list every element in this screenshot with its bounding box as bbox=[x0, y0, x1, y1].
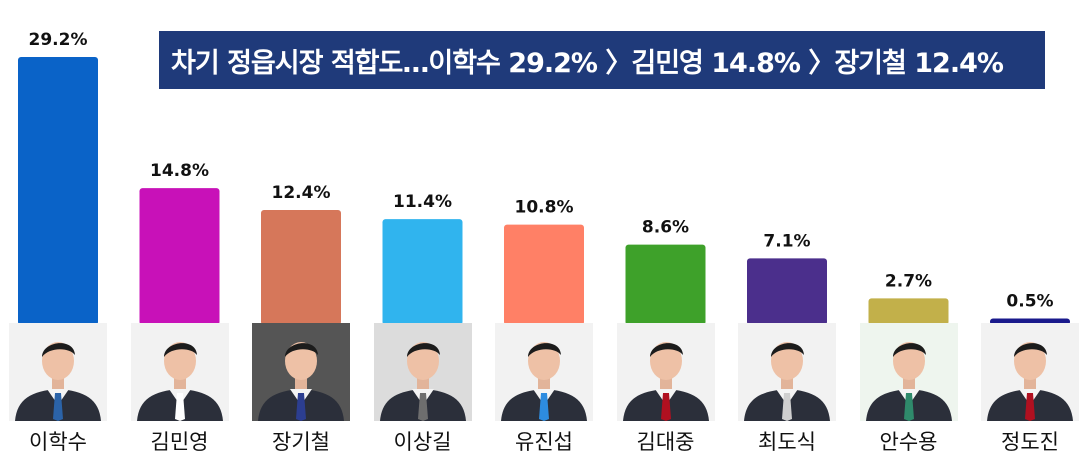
candidate-name-label: 최도식 bbox=[758, 430, 816, 454]
candidate-name-label: 김민영 bbox=[150, 430, 209, 454]
candidate-photo bbox=[9, 323, 107, 421]
person-portrait-icon bbox=[865, 342, 952, 421]
bar-value-label: 29.2% bbox=[29, 30, 88, 50]
candidate-name-label: 안수용 bbox=[879, 430, 938, 454]
bar-value-label: 14.8% bbox=[150, 161, 209, 181]
person-portrait-icon bbox=[744, 342, 830, 421]
bar-value-label: 10.8% bbox=[515, 198, 574, 218]
candidate-photo bbox=[252, 323, 350, 421]
candidate-name-label: 김대중 bbox=[636, 430, 695, 454]
bar-3 bbox=[261, 210, 341, 325]
bar-7 bbox=[747, 258, 827, 325]
headline-title: 차기 정읍시장 적합도…이학수 29.2% 〉김민영 14.8% 〉장기철 12… bbox=[171, 47, 1004, 79]
headline-banner: 차기 정읍시장 적합도…이학수 29.2% 〉김민영 14.8% 〉장기철 12… bbox=[159, 31, 1045, 89]
candidate-name-label: 이상길 bbox=[393, 430, 452, 454]
person-portrait-icon bbox=[501, 342, 587, 421]
candidate-name-label: 이학수 bbox=[29, 430, 87, 454]
bar-value-label: 11.4% bbox=[393, 192, 452, 212]
bar-value-label: 2.7% bbox=[885, 271, 932, 291]
candidate-name-label: 유진섭 bbox=[515, 430, 573, 454]
bar-5 bbox=[504, 224, 584, 325]
bar-value-label: 12.4% bbox=[272, 183, 331, 203]
person-portrait-icon bbox=[15, 342, 101, 421]
bar-4 bbox=[382, 219, 463, 325]
bar-2 bbox=[139, 188, 220, 325]
person-portrait-icon bbox=[136, 342, 223, 421]
bar-8 bbox=[868, 298, 949, 325]
person-portrait-icon bbox=[622, 342, 709, 421]
candidate-name-label: 장기철 bbox=[272, 430, 330, 454]
person-portrait-icon bbox=[258, 342, 344, 421]
candidate-photo bbox=[373, 323, 472, 421]
candidate-photo bbox=[981, 323, 1079, 421]
bar-value-label: 0.5% bbox=[1006, 291, 1053, 311]
bar-value-label: 8.6% bbox=[642, 218, 689, 238]
candidate-name-label: 정도진 bbox=[1001, 430, 1059, 454]
bar-6 bbox=[625, 244, 706, 325]
candidate-photo bbox=[738, 323, 836, 421]
bar-value-label: 7.1% bbox=[763, 231, 810, 251]
person-portrait-icon bbox=[379, 342, 466, 421]
candidate-photo-row bbox=[0, 323, 1087, 421]
candidate-photo bbox=[859, 323, 958, 421]
candidate-photo bbox=[495, 323, 593, 421]
person-portrait-icon bbox=[987, 342, 1073, 421]
candidate-photo bbox=[616, 323, 715, 421]
bar-1 bbox=[18, 57, 98, 325]
candidate-photo bbox=[130, 323, 229, 421]
